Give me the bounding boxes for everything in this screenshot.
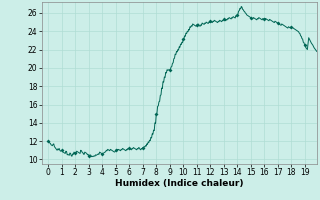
- X-axis label: Humidex (Indice chaleur): Humidex (Indice chaleur): [115, 179, 244, 188]
